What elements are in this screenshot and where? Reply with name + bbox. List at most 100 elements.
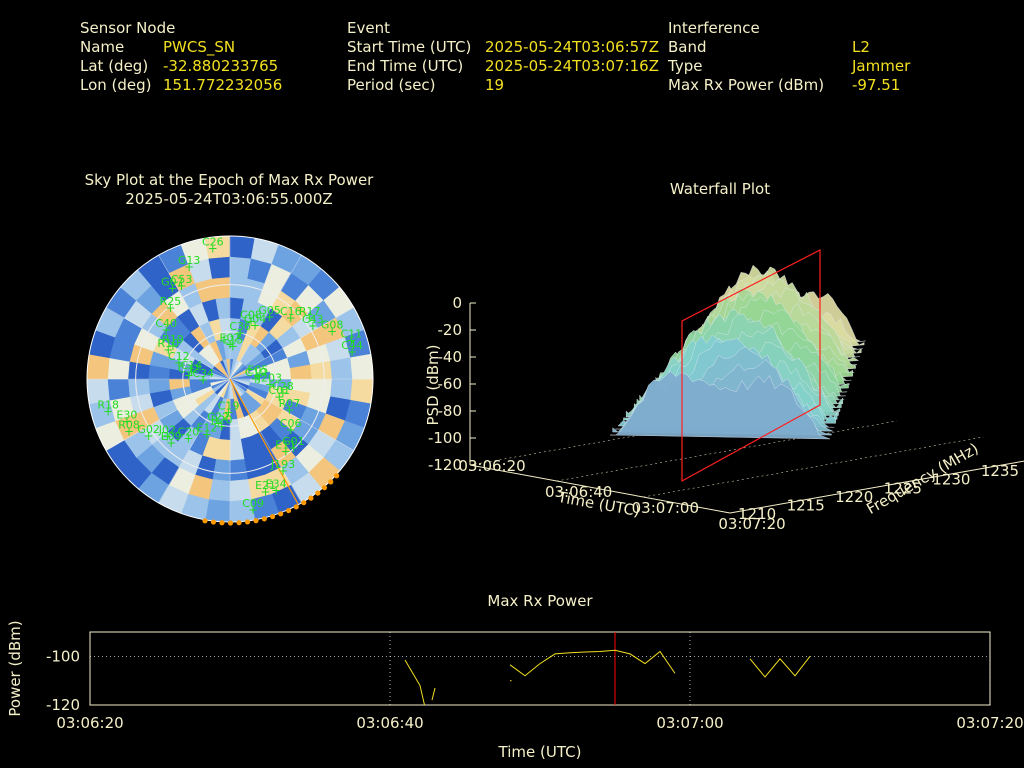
satellite-label: G04 [244, 312, 267, 325]
interference-power-label: Max Rx Power (dBm) [668, 76, 825, 94]
satellite-label: C16 [280, 305, 302, 318]
jammer-track-point [328, 479, 334, 485]
satellite-marker: + [144, 429, 154, 443]
satellite-label: R08 [118, 419, 140, 432]
satellite-label: E09 [161, 430, 182, 443]
satellite-marker: + [208, 241, 218, 255]
sky-cell [350, 378, 374, 405]
sky-cell [107, 378, 130, 401]
satellite-label: R25 [160, 295, 182, 308]
sensor-lat-label: Lat (deg) [80, 57, 149, 75]
satellite-label: G08 [321, 318, 344, 331]
sky-cell [86, 353, 110, 380]
sensor-lon-label: Lon (deg) [80, 76, 152, 94]
satellite-label: R07 [279, 397, 301, 410]
satellite-marker: + [165, 301, 175, 315]
satellite-marker: + [261, 485, 271, 499]
satellite-label: G13 [178, 254, 201, 267]
event-period-label: Period (sec) [347, 76, 436, 94]
satellite-marker: + [217, 419, 227, 433]
sky-plot-epoch: 2025-05-24T03:06:55.000Z [125, 190, 333, 208]
satellite-label: C32 [178, 362, 200, 375]
satellite-marker: + [278, 386, 288, 400]
satellite-label: E11 [275, 439, 296, 452]
satellite-label: C28 [272, 380, 294, 393]
waterfall-z-tick-label: -40 [438, 348, 463, 366]
waterfall-title: Waterfall Plot [669, 180, 771, 198]
satellite-marker: + [124, 425, 134, 439]
satellite-label: C19 [218, 400, 240, 413]
satellite-label: C11 [341, 328, 363, 341]
sky-cell [204, 499, 231, 523]
event-period-value: 19 [485, 76, 505, 94]
jammer-bearing-line [229, 378, 299, 505]
satellite-label: G02 [137, 423, 160, 436]
satellite-label: C40 [155, 317, 177, 330]
waterfall-z-axis-label: PSD (dBm) [424, 344, 442, 425]
waterfall-x-tick-label: 03:07:00 [632, 499, 699, 517]
sky-cell [208, 256, 231, 279]
satellite-label: J02 [158, 423, 176, 436]
satellite-marker: + [278, 464, 288, 478]
satellite-label: C36 [229, 320, 251, 333]
satellite-marker: + [184, 260, 194, 274]
jammer-track-point [315, 490, 321, 496]
satellite-marker: + [167, 282, 177, 296]
satellite-marker: + [235, 326, 245, 340]
satellite-label: G07 [161, 276, 184, 289]
sky-plot: +C10+J02+E15+E11+C14+C43+C22+C53+C01+E30… [86, 235, 374, 526]
waterfall-y-tick-label: 1230 [932, 471, 970, 489]
satellite-label: J203 [257, 371, 282, 384]
power-series-segment [431, 687, 436, 701]
satellite-label: R20 [211, 413, 233, 426]
sky-cell [229, 235, 256, 259]
satellite-marker: + [168, 339, 178, 353]
interference-section-title: Interference [668, 19, 760, 37]
satellite-marker: + [288, 441, 298, 455]
satellite-marker: + [305, 311, 315, 325]
satellite-marker: + [250, 318, 260, 332]
satellite-marker: + [177, 279, 187, 293]
event-start-value: 2025-05-24T03:06:57Z [485, 38, 659, 56]
interference-power-value: -97.51 [852, 76, 901, 94]
satellite-label: C26 [202, 235, 224, 248]
interference-type-value: Jammer [852, 57, 911, 75]
satellite-marker: + [166, 436, 176, 450]
jammer-track-point [227, 520, 234, 526]
jammer-track-point [308, 495, 314, 501]
satellite-label: C14 [181, 359, 203, 372]
jammer-track-point [269, 513, 276, 520]
power-x-axis-label: Time (UTC) [498, 743, 582, 761]
satellite-marker: + [327, 324, 337, 338]
power-y-tick-label: -100 [46, 647, 80, 665]
waterfall-x-tick-label: 03:07:20 [718, 515, 785, 533]
satellite-marker: + [122, 415, 132, 429]
satellite-marker: + [198, 373, 208, 387]
satellite-label: G05 [258, 304, 281, 317]
satellite-label: R19 [162, 333, 184, 346]
power-x-tick-label: 03:06:40 [356, 714, 423, 732]
jammer-track-point [244, 519, 251, 525]
satellite-marker: + [225, 337, 235, 351]
satellite-marker: + [228, 340, 238, 354]
waterfall-y-tick-label: 1235 [981, 462, 1019, 480]
satellite-label: C34 [192, 367, 214, 380]
sky-azimuth-line [229, 378, 354, 451]
jammer-track-point [334, 473, 340, 479]
sensor-name-value: PWCS_SN [163, 38, 236, 56]
event-end-label: End Time (UTC) [347, 57, 464, 75]
sky-azimuth-line [106, 307, 231, 380]
sky-azimuth-line [158, 255, 231, 380]
sky-azimuth-line [229, 255, 302, 380]
jammer-track-point [210, 519, 217, 525]
satellite-label: C43 [302, 313, 324, 326]
sensor-section-title: Sensor Node [80, 19, 176, 37]
satellite-marker: + [248, 503, 258, 517]
jammer-track-point [321, 485, 328, 491]
sky-azimuth-line [158, 378, 231, 503]
power-y-axis-label: Power (dBm) [6, 620, 24, 716]
event-window-plane [681, 249, 821, 483]
satellite-label: C53 [171, 273, 193, 286]
satellite-label: E05 [247, 364, 268, 377]
